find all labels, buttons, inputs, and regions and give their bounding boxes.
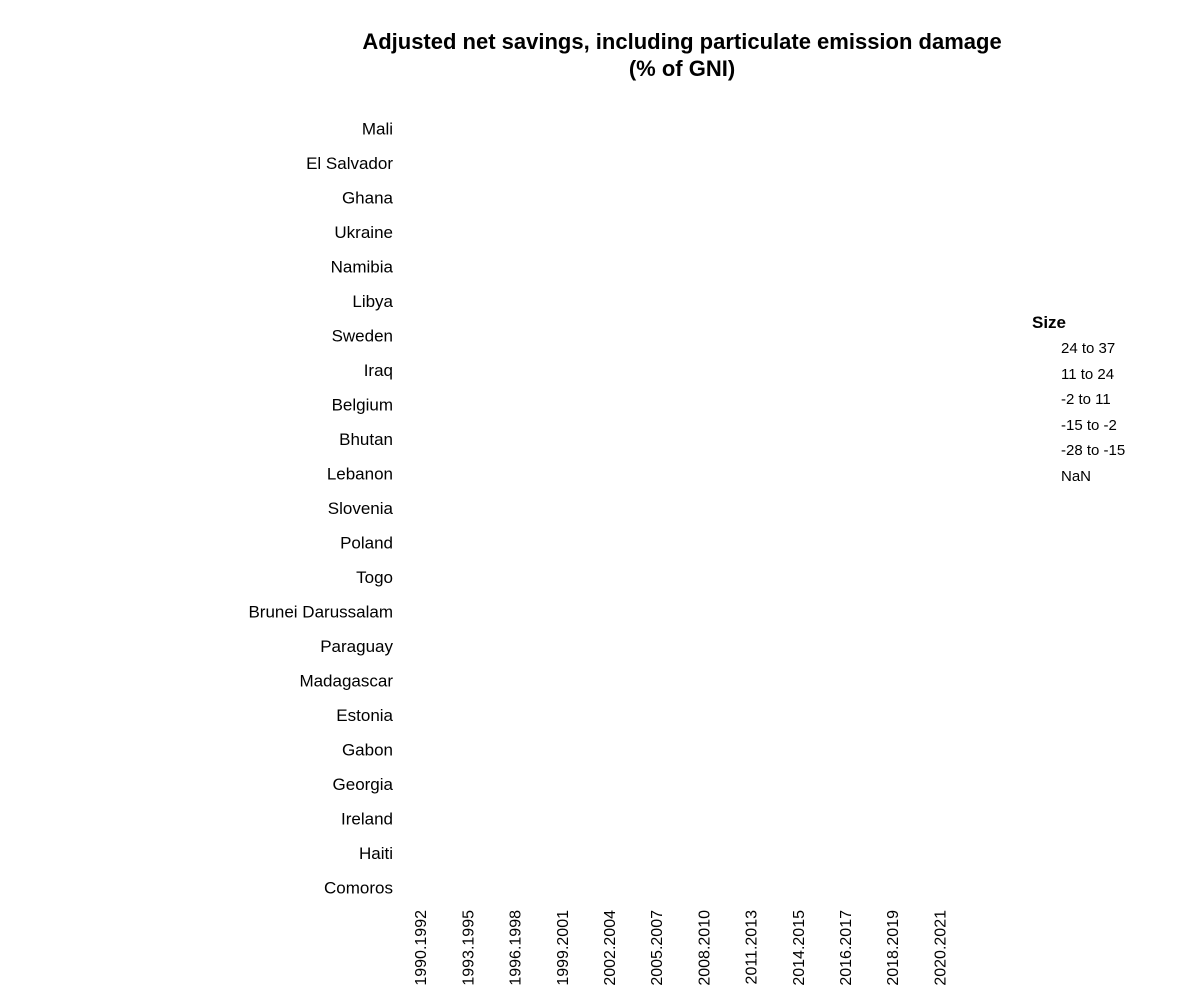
y-tick-label: Libya	[352, 292, 393, 311]
legend-item: -2 to 11	[1032, 387, 1182, 413]
x-tick-label: 1993.1995	[460, 910, 477, 986]
y-axis-labels: Mali El Salvador Ghana Ukraine Namibia Libya S…	[248, 119, 393, 897]
x-tick-label: 2018.2019	[885, 910, 902, 986]
chart-title: Adjusted net savings, including particul…	[232, 28, 1132, 82]
x-tick-label: 2016.2017	[838, 910, 855, 986]
y-tick-label: Bhutan	[339, 430, 393, 449]
legend: Size 24 to 37 11 to 24 -2 to 11 -15 to -2 -2…	[1032, 312, 1182, 489]
legend-item: 24 to 37	[1032, 336, 1182, 362]
y-tick-label: Iraq	[364, 361, 393, 380]
chart-subtitle-line: (% of GNI)	[628, 56, 736, 81]
legend-item: 11 to 24	[1032, 362, 1182, 388]
x-tick-label: 2011.2013	[744, 910, 761, 985]
x-tick-label: 2008.2010	[696, 910, 713, 986]
y-tick-label: Madagascar	[299, 671, 393, 690]
y-tick-label: Belgium	[332, 395, 393, 414]
x-tick-label: 1990.1992	[413, 910, 430, 986]
legend-item: -28 to -15	[1032, 438, 1182, 464]
x-tick-label: 2002.2004	[602, 910, 619, 986]
y-tick-label: Brunei Darussalam	[248, 602, 393, 621]
y-tick-label: Estonia	[336, 706, 393, 725]
legend-item: NaN	[1032, 464, 1182, 490]
legend-item-label: -2 to 11	[1061, 391, 1111, 408]
y-tick-label: Georgia	[333, 775, 394, 794]
y-tick-label: Comoros	[324, 878, 393, 897]
legend-item-label: 24 to 37	[1061, 340, 1116, 357]
y-tick-label: Ireland	[341, 809, 393, 828]
y-tick-label: Gabon	[342, 740, 393, 759]
legend-item: -15 to -2	[1032, 413, 1182, 439]
x-axis-labels: 1990.1992 1993.1995 1996.1998 1999.2001 2002…	[413, 910, 949, 986]
x-tick-label: 2014.2015	[791, 910, 808, 986]
x-tick-label: 2005.2007	[649, 910, 666, 986]
y-tick-label: Haiti	[359, 844, 393, 863]
y-tick-label: Poland	[340, 533, 393, 552]
legend-item-label: NaN	[1061, 467, 1092, 485]
legend-item-label: -15 to -2	[1061, 416, 1117, 434]
y-tick-label: Ukraine	[334, 223, 393, 242]
legend-item-label: -28 to -15	[1061, 442, 1126, 459]
legend-item-label: 11 to 24	[1061, 365, 1115, 383]
y-tick-label: Ghana	[342, 188, 394, 207]
y-tick-label: Togo	[356, 568, 393, 587]
y-tick-label: Mali	[362, 119, 393, 138]
x-tick-label: 2020.2021	[932, 910, 949, 986]
x-tick-label: 1999.2001	[555, 910, 572, 986]
y-tick-label: Slovenia	[328, 499, 394, 518]
y-tick-label: Paraguay	[320, 637, 393, 656]
y-tick-label: El Salvador	[306, 154, 393, 173]
legend-items: 24 to 37 11 to 24 -2 to 11 -15 to -2 -28 to …	[1032, 336, 1182, 489]
legend-title: Size	[1032, 313, 1067, 332]
chart-title-line: Adjusted net savings, including particul…	[362, 29, 1002, 54]
y-tick-label: Sweden	[332, 326, 393, 345]
y-tick-label: Namibia	[331, 257, 394, 276]
y-tick-label: Lebanon	[327, 464, 393, 483]
x-tick-label: 1996.1998	[508, 910, 525, 986]
